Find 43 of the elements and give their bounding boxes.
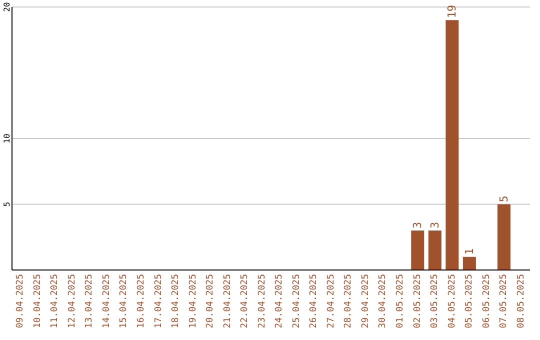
- x-tick-label: 12.04.2025: [67, 274, 78, 328]
- x-tick-label: 07.05.2025: [499, 274, 510, 328]
- data-label: 5: [497, 196, 510, 202]
- x-tick-label: 18.04.2025: [171, 274, 182, 328]
- x-tick-label: 27.04.2025: [326, 274, 336, 328]
- x-tick-label: 14.04.2025: [102, 274, 112, 328]
- bar: [462, 256, 476, 270]
- x-tick-label: 11.04.2025: [50, 274, 60, 328]
- data-label: 3: [411, 222, 424, 229]
- bar: [428, 230, 442, 270]
- data-label: 1: [462, 248, 476, 255]
- bar: [411, 230, 424, 270]
- x-tick-label: 02.05.2025: [412, 274, 423, 328]
- data-label: 19: [446, 4, 459, 18]
- x-tick-label: 09.04.2025: [16, 274, 26, 328]
- x-tick-label: 15.04.2025: [119, 274, 130, 328]
- x-tick-label: 25.04.2025: [292, 274, 302, 328]
- data-label: 3: [428, 222, 442, 229]
- x-tick-label: 19.04.2025: [188, 274, 198, 328]
- x-tick-label: 08.05.2025: [516, 274, 526, 328]
- x-tick-label: 23.04.2025: [257, 274, 268, 328]
- y-tick-label: 5: [2, 202, 12, 207]
- x-tick-label: 03.05.2025: [430, 274, 440, 328]
- x-tick-label: 01.05.2025: [396, 274, 406, 328]
- x-tick-label: 20.04.2025: [206, 274, 216, 328]
- x-tick-label: 04.05.2025: [447, 274, 458, 328]
- bar: [446, 20, 459, 270]
- x-tick-label: 30.04.2025: [378, 274, 388, 328]
- bar: [497, 204, 510, 270]
- y-tick-label: 20: [2, 2, 12, 12]
- x-tick-label: 17.04.2025: [154, 274, 164, 328]
- x-tick-label: 06.05.2025: [482, 274, 492, 328]
- x-tick-label: 22.04.2025: [240, 274, 250, 328]
- x-tick-label: 26.04.2025: [309, 274, 320, 328]
- x-tick-label: 10.04.2025: [32, 274, 43, 328]
- x-tick-label: 16.04.2025: [136, 274, 146, 328]
- x-tick-label: 24.04.2025: [274, 274, 285, 328]
- x-tick-label: 21.04.2025: [222, 274, 233, 328]
- x-tick-label: 05.05.2025: [464, 274, 475, 328]
- x-tick-label: 28.04.2025: [344, 274, 354, 328]
- y-tick-label: 10: [2, 134, 12, 144]
- x-tick-label: 13.04.2025: [84, 274, 95, 328]
- x-tick-label: 29.04.2025: [360, 274, 371, 328]
